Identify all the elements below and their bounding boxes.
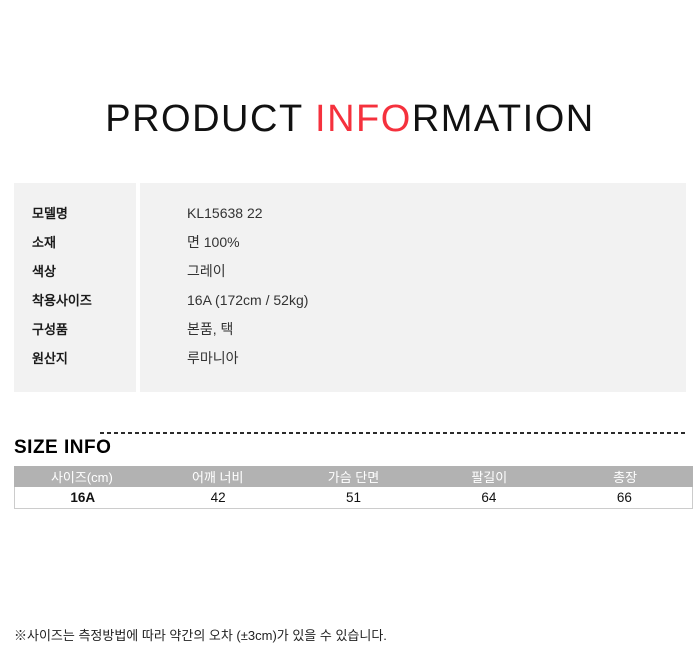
size-value-size: 16A — [70, 490, 96, 505]
size-table-header-shoulder: 어깨 너비 — [191, 470, 244, 485]
page-title: PRODUCT INFORMATION — [0, 97, 700, 141]
spec-value-color: 그레이 — [187, 262, 226, 279]
page-title-prefix: PRODUCT — [105, 98, 316, 141]
page-title-highlight: INFO — [315, 98, 412, 141]
size-tolerance-note: ※사이즈는 측정방법에 따라 약간의 오차 (±3cm)가 있을 수 있습니다. — [14, 628, 387, 643]
size-value-length: 66 — [616, 490, 632, 505]
spec-label-color: 색상 — [32, 264, 56, 279]
product-info-table: 모델명 소재 색상 착용사이즈 구성품 원산지 KL15638 22 면 100… — [14, 183, 686, 392]
size-table-header-row: 사이즈(cm) 어깨 너비 가슴 단면 팔길이 총장 — [14, 466, 693, 487]
spec-value-fit-size: 16A (172cm / 52kg) — [187, 291, 309, 308]
page-title-suffix: RMATION — [411, 98, 595, 141]
size-table-header-chest: 가슴 단면 — [327, 470, 380, 485]
spec-value-material: 면 100% — [187, 233, 240, 250]
size-value-shoulder: 42 — [210, 490, 226, 505]
spec-value-model: KL15638 22 — [187, 204, 263, 221]
spec-label-origin: 원산지 — [32, 351, 68, 366]
spec-value-origin: 루마니아 — [187, 349, 239, 366]
spec-label-contents: 구성품 — [32, 322, 68, 337]
spec-value-contents: 본품, 택 — [187, 320, 234, 337]
size-table-header-sleeve: 팔길이 — [471, 470, 508, 485]
size-table-header-length: 총장 — [613, 470, 638, 485]
size-value-chest: 51 — [346, 490, 362, 505]
size-table-data-row: 16A 42 51 64 66 — [14, 487, 693, 509]
product-info-value-column: KL15638 22 면 100% 그레이 16A (172cm / 52kg)… — [140, 183, 686, 392]
dashed-divider — [100, 432, 686, 434]
size-value-sleeve: 64 — [481, 490, 497, 505]
product-info-label-column: 모델명 소재 색상 착용사이즈 구성품 원산지 — [14, 183, 136, 392]
size-table: 사이즈(cm) 어깨 너비 가슴 단면 팔길이 총장 16A 42 51 64 … — [14, 466, 693, 509]
size-table-header-size: 사이즈(cm) — [50, 470, 113, 485]
size-info-heading: SIZE INFO — [14, 436, 112, 458]
spec-label-material: 소재 — [32, 235, 56, 250]
spec-label-model: 모델명 — [32, 206, 68, 221]
spec-label-fit-size: 착용사이즈 — [32, 293, 92, 308]
